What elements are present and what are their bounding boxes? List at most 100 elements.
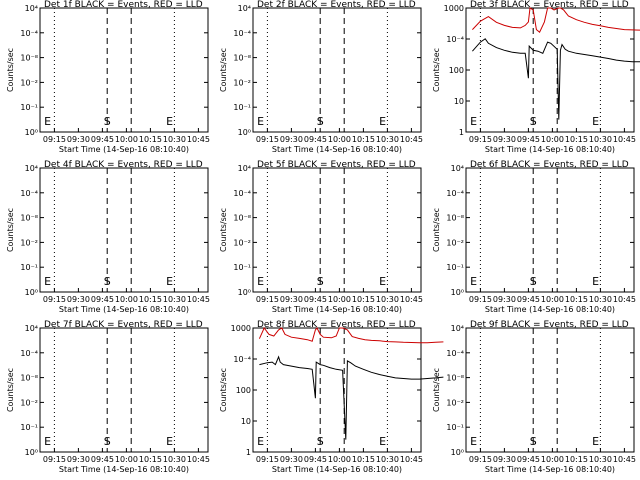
x-tick-label: 09:45	[304, 135, 327, 144]
marker-e-1: E	[257, 275, 264, 288]
x-tick-label: 10:45	[187, 455, 210, 464]
plot-frame	[39, 167, 209, 293]
x-tick-label: 09:30	[280, 135, 303, 144]
y-tick-label: 10⁻¹	[20, 423, 38, 432]
y-tick-label: 10⁰	[25, 128, 38, 137]
x-tick-label: 09:15	[256, 295, 279, 304]
chart-panel-3: Det 3f BLACK = Events, RED = LLD 1000 10⁻⁴…	[432, 0, 640, 154]
chart-title: Det 1f BLACK = Events, RED = LLD	[44, 0, 203, 10]
plot-frame	[465, 167, 635, 293]
x-tick-label: 09:15	[469, 295, 492, 304]
x-axis-label: Start Time (14-Sep-16 08:10:40)	[272, 145, 402, 154]
y-tick-label: 10⁴	[25, 164, 38, 173]
y-tick-label: 10⁰	[451, 288, 464, 297]
marker-e-3: E	[379, 435, 386, 448]
x-axis-label: Start Time (14-Sep-16 08:10:40)	[272, 465, 402, 474]
y-tick-label: 10⁻⁴	[446, 189, 464, 198]
marker-e-1: E	[44, 115, 51, 128]
marker-e-1: E	[44, 275, 51, 288]
x-tick-label: 10:00	[541, 455, 564, 464]
x-tick-label: 10:30	[589, 455, 612, 464]
marker-s-2: S	[530, 435, 537, 448]
y-tick-label: 10⁻⁸	[233, 54, 251, 63]
y-tick-label: 10⁻⁴	[233, 29, 251, 38]
y-tick-label: 10⁻²	[20, 398, 38, 407]
y-tick-label: 10⁻¹	[446, 423, 464, 432]
y-tick-label: 10⁻¹	[20, 263, 38, 272]
x-tick-label: 10:30	[589, 135, 612, 144]
chart-panel-5: Det 5f BLACK = Events, RED = LLD 10⁴ 10⁻⁴ 1…	[219, 160, 423, 314]
x-tick-label: 10:45	[613, 295, 636, 304]
chart-panel-9: Det 9f BLACK = Events, RED = LLD 10⁴ 10⁻⁴ 1…	[432, 320, 636, 474]
x-tick-label: 10:45	[400, 135, 423, 144]
plot-frame	[39, 7, 209, 133]
x-axis-label: Start Time (14-Sep-16 08:10:40)	[59, 465, 189, 474]
y-tick-label: 10	[241, 417, 251, 426]
y-axis-label: Counts/sec	[6, 48, 15, 92]
marker-e-1: E	[470, 275, 477, 288]
marker-e-3: E	[592, 115, 599, 128]
x-tick-label: 09:45	[517, 135, 540, 144]
marker-e-1: E	[470, 435, 477, 448]
y-axis-label: Counts/sec	[219, 48, 228, 92]
x-tick-label: 09:30	[280, 455, 303, 464]
y-tick-label: 10⁰	[238, 128, 251, 137]
x-tick-label: 09:15	[43, 295, 66, 304]
x-tick-label: 09:45	[517, 295, 540, 304]
x-tick-label: 09:45	[517, 455, 540, 464]
y-tick-label: 10⁴	[238, 4, 251, 13]
y-tick-label: 1000	[231, 324, 251, 333]
chart-title: Det 6f BLACK = Events, RED = LLD	[470, 160, 629, 170]
y-tick-label: 10⁻⁴	[446, 349, 464, 358]
x-tick-label: 10:15	[565, 135, 588, 144]
x-tick-label: 10:15	[139, 135, 162, 144]
x-tick-label: 10:00	[541, 295, 564, 304]
x-tick-label: 10:30	[376, 455, 399, 464]
x-tick-label: 09:30	[67, 135, 90, 144]
y-tick-label: 10⁻²	[20, 78, 38, 87]
y-tick-label: 10⁻⁴	[20, 189, 38, 198]
y-tick-label: 10⁻²	[446, 398, 464, 407]
x-tick-label: 09:30	[493, 135, 516, 144]
x-tick-label: 10:30	[376, 135, 399, 144]
y-tick-label: 10⁻⁸	[446, 374, 464, 383]
y-tick-label: 10⁻⁸	[20, 54, 38, 63]
y-tick-label: 10⁻⁴	[20, 29, 38, 38]
y-tick-label: 10⁻⁸	[446, 214, 464, 223]
y-axis-label: Counts/sec	[432, 48, 441, 92]
x-tick-label: 10:45	[400, 455, 423, 464]
y-axis-label: Counts/sec	[432, 208, 441, 252]
y-axis-label: Counts/sec	[219, 208, 228, 252]
x-tick-label: 09:30	[493, 295, 516, 304]
marker-s-2: S	[317, 435, 324, 448]
x-tick-label: 10:30	[376, 295, 399, 304]
y-tick-label: 10⁻⁴	[233, 189, 251, 198]
marker-e-1: E	[44, 435, 51, 448]
marker-e-1: E	[257, 435, 264, 448]
y-tick-label: 10⁻²	[446, 238, 464, 247]
y-tick-label: 10⁴	[451, 324, 464, 333]
x-tick-label: 10:15	[565, 455, 588, 464]
chart-panel-4: Det 4f BLACK = Events, RED = LLD 10⁴ 10⁻⁴ 1…	[6, 160, 210, 314]
x-tick-label: 09:15	[256, 135, 279, 144]
y-tick-label: 10⁻¹	[446, 263, 464, 272]
y-tick-label: 10⁻²	[233, 78, 251, 87]
y-tick-label: 10⁻⁴	[446, 35, 464, 44]
chart-title: Det 4f BLACK = Events, RED = LLD	[44, 160, 203, 170]
x-tick-label: 09:45	[304, 295, 327, 304]
y-tick-label: 10⁴	[25, 324, 38, 333]
y-axis-label: Counts/sec	[6, 208, 15, 252]
marker-e-3: E	[592, 435, 599, 448]
chart-title: Det 3f BLACK = Events, RED = LLD	[470, 0, 629, 10]
x-tick-label: 10:00	[115, 295, 138, 304]
x-tick-label: 10:00	[115, 135, 138, 144]
x-axis-label: Start Time (14-Sep-16 08:10:40)	[485, 145, 615, 154]
x-tick-label: 10:00	[115, 455, 138, 464]
x-tick-label: 09:30	[493, 455, 516, 464]
x-tick-label: 09:45	[91, 135, 114, 144]
y-tick-label: 10⁴	[25, 4, 38, 13]
marker-e-3: E	[379, 115, 386, 128]
chart-title: Det 2f BLACK = Events, RED = LLD	[257, 0, 416, 10]
series-line-2	[259, 355, 444, 440]
chart-title: Det 9f BLACK = Events, RED = LLD	[470, 320, 629, 330]
